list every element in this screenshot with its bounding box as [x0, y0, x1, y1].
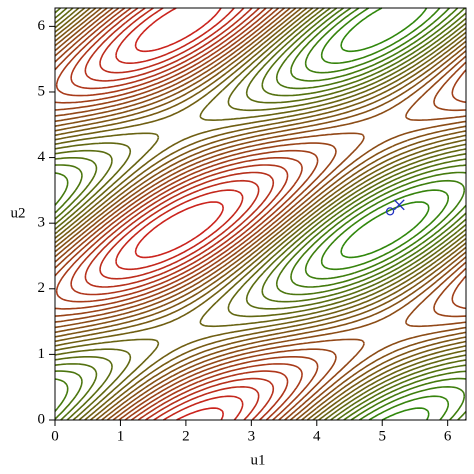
x-tick-label: 4: [313, 428, 321, 444]
x-tick-label: 1: [117, 428, 125, 444]
contour-line: [70, 7, 289, 421]
contour-line: [54, 7, 467, 421]
contour-layer: [54, 7, 467, 421]
y-tick-label: 6: [38, 18, 46, 34]
contour-line: [54, 7, 467, 421]
x-tick-label: 5: [378, 428, 386, 444]
y-tick-label: 0: [38, 411, 46, 427]
plot-frame: [54, 7, 467, 421]
y-tick-label: 3: [38, 215, 46, 231]
x-tick-label: 2: [182, 428, 190, 444]
x-axis-label: u1: [251, 452, 266, 468]
contour-line: [54, 7, 467, 421]
x-tick-label: 3: [248, 428, 256, 444]
y-tick-label: 1: [38, 346, 46, 362]
y-tick-label: 2: [38, 280, 46, 296]
point-marker: [393, 199, 405, 211]
contour-line: [55, 7, 303, 421]
y-axis-label: u2: [11, 205, 26, 221]
y-tick-label: 4: [38, 149, 46, 165]
point-marker: [385, 207, 395, 216]
contour-line: [54, 7, 467, 421]
x-tick-label: 6: [444, 428, 452, 444]
contour-line: [54, 7, 467, 421]
x-tick-label: 0: [51, 428, 59, 444]
contour-line: [54, 7, 467, 421]
y-tick-label: 5: [38, 83, 46, 99]
